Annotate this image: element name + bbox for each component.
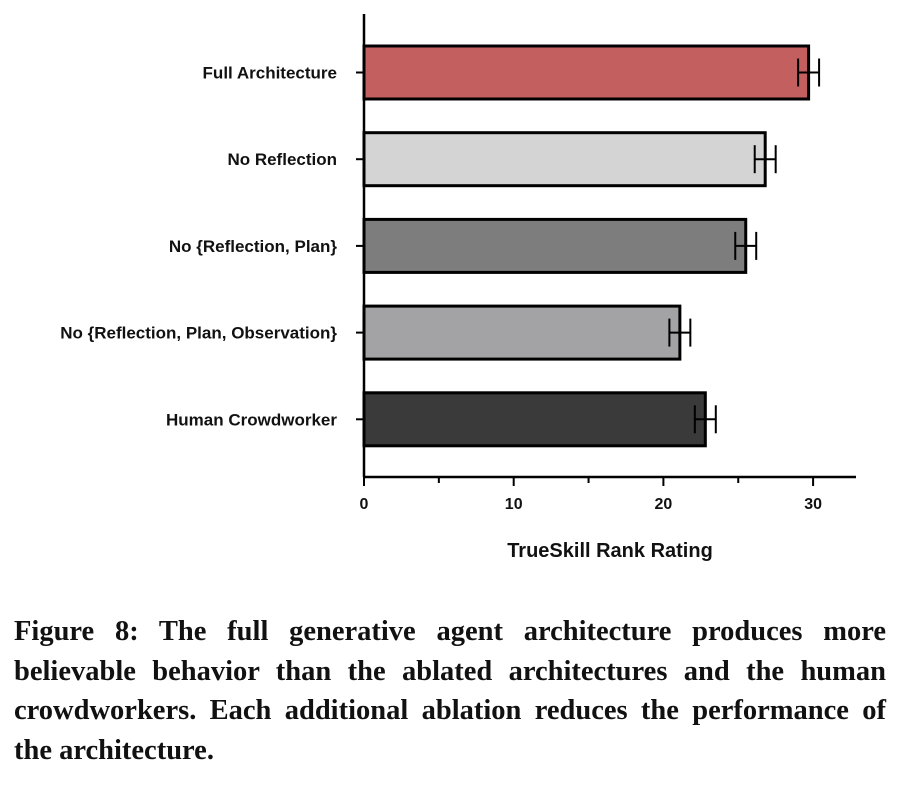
category-label: No {Reflection, Plan, Observation} [60, 324, 337, 343]
category-ticks-layer: Full Architecture No Reflection No {Reflec… [60, 64, 364, 429]
bars-layer [362, 44, 811, 448]
x-tick-label: 30 [804, 496, 822, 513]
category-label: No {Reflection, Plan} [169, 237, 338, 256]
bar [362, 131, 767, 188]
x-ticks-layer: 0 10 20 30 [360, 477, 822, 513]
error-bar [693, 405, 717, 434]
error-bar [668, 318, 692, 347]
x-axis-title: TrueSkill Rank Rating [507, 540, 713, 562]
bar [362, 304, 682, 361]
error-bar [753, 145, 777, 174]
category-label: Human Crowdworker [166, 410, 337, 429]
bar-chart: Full Architecture No Reflection No {Reflec… [60, 14, 856, 562]
x-tick-label: 0 [360, 496, 369, 513]
bar [362, 391, 707, 448]
bar [362, 44, 811, 101]
bar [362, 217, 748, 274]
category-label: Full Architecture [203, 64, 337, 83]
figure-caption: Figure 8: The full generative agent arch… [14, 616, 886, 766]
x-tick-label: 10 [505, 496, 523, 513]
error-bars-layer [668, 58, 821, 434]
error-bar [734, 231, 758, 260]
error-bar [797, 58, 821, 87]
x-tick-label: 20 [655, 496, 673, 513]
category-label: No Reflection [227, 150, 337, 169]
